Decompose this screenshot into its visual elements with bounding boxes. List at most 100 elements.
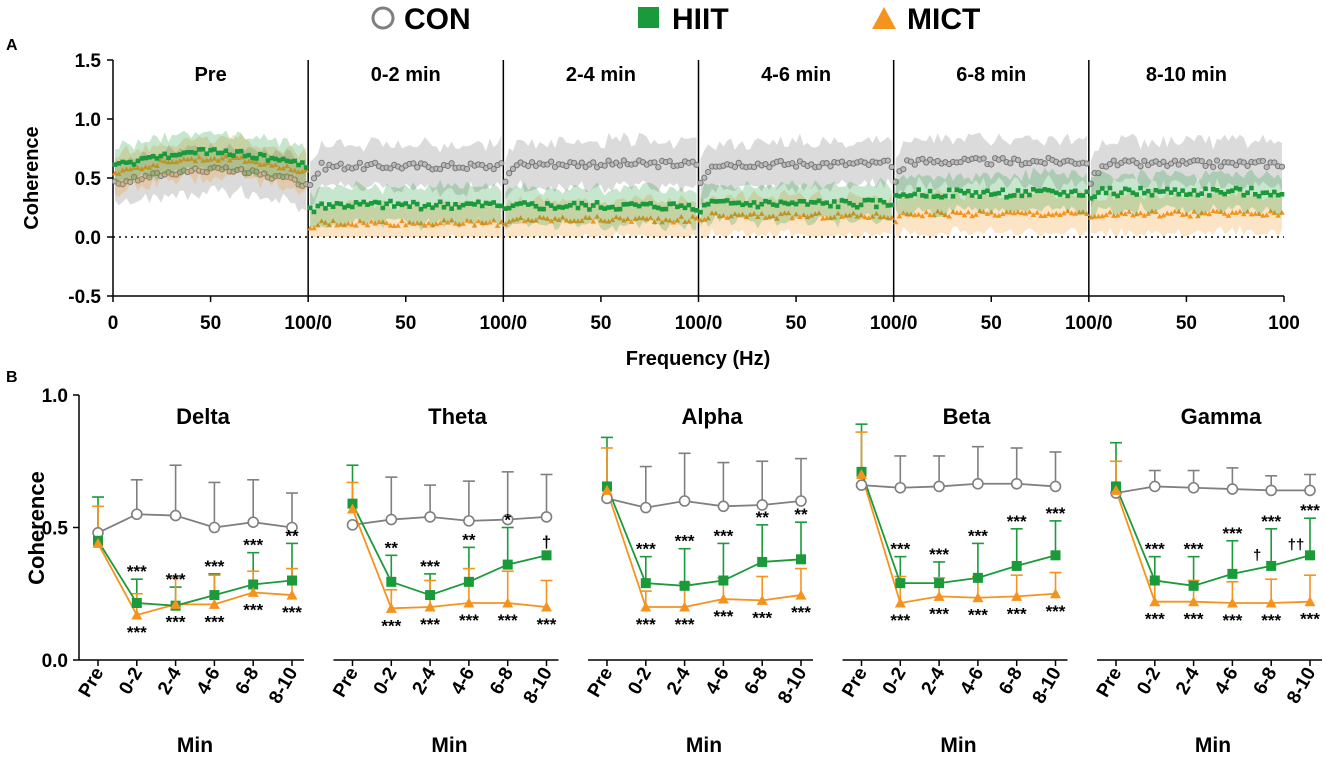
panel-a-point-mict: [1091, 213, 1098, 219]
point-con: [1010, 477, 1023, 490]
panel-a-point-con: [1133, 159, 1140, 167]
panel-a-point-mict: [1064, 208, 1071, 214]
significance-below: ***: [968, 606, 988, 625]
panel-a-point-mict: [582, 214, 589, 220]
point-mict: [1110, 484, 1122, 495]
panel-a-point-hiit: [472, 202, 477, 207]
panel-a-point-hiit: [1042, 187, 1048, 192]
panel-a-point-hiit: [143, 155, 148, 161]
panel-a-point-hiit: [747, 202, 753, 208]
panel-a-point-hiit: [124, 160, 129, 165]
point-hiit: [1050, 550, 1061, 561]
panel-a-point-mict: [487, 219, 493, 225]
subplot-xtick-label: 2-4: [154, 664, 186, 699]
panel-a-point-hiit: [893, 192, 898, 198]
panel-a-point-mict: [246, 158, 252, 164]
panel-a-point-hiit: [1004, 194, 1009, 200]
panel-a-point-hiit: [939, 194, 944, 200]
panel-a-point-mict: [1084, 211, 1090, 217]
subplot-xtick-label: 0-2: [624, 664, 656, 698]
panel-a-point-hiit: [981, 189, 986, 195]
panel-a-point-hiit: [740, 202, 745, 208]
panel-a-point-mict: [881, 214, 887, 220]
panel-a-point-hiit: [231, 153, 236, 158]
panel-a-point-hiit: [1161, 189, 1166, 194]
panel-a-point-mict: [1045, 211, 1052, 217]
panel-a-point-mict: [869, 213, 876, 219]
panel-a-point-hiit: [920, 193, 925, 198]
panel-a-point-mict: [915, 211, 922, 217]
panel-a-point-hiit: [966, 188, 971, 194]
panel-a-point-mict: [1229, 209, 1236, 215]
panel-a-xtick-label: 100/0: [870, 313, 918, 334]
panel-a-point-hiit: [127, 159, 133, 165]
significance-below: ***: [636, 615, 656, 634]
panel-a-point-hiit: [610, 204, 615, 210]
panel-a-point-hiit: [476, 199, 481, 205]
subplot-xtick-label: 6-8: [995, 664, 1027, 698]
panel-a-point-hiit: [1107, 185, 1113, 191]
panel-a-point-hiit: [709, 198, 715, 204]
subplot-title: Delta: [176, 404, 231, 429]
panel-a-point-mict: [467, 218, 474, 224]
panel-a-point-mict: [315, 222, 321, 228]
panel-a-point-mict: [816, 210, 822, 216]
panel-a-point-mict: [655, 215, 662, 221]
panel-a-point-hiit: [1053, 190, 1059, 196]
panel-a-point-mict: [1267, 208, 1274, 214]
significance-below: ***: [890, 611, 910, 630]
panel-a-point-mict: [234, 155, 241, 161]
point-con: [1265, 484, 1277, 497]
panel-a-point-mict: [188, 155, 195, 161]
panel-a-point-hiit: [659, 206, 665, 212]
panel-a-point-hiit: [1149, 192, 1155, 198]
panel-a-point-mict: [774, 215, 780, 221]
panel-a-point-con: [1160, 158, 1167, 165]
panel-a-point-mict: [280, 165, 287, 171]
panel-a-point-hiit: [395, 201, 401, 207]
panel-a-point-hiit: [1065, 193, 1071, 199]
panel-a-point-hiit: [1076, 193, 1082, 198]
point-hiit: [796, 554, 806, 565]
point-mict: [347, 503, 358, 514]
panel-a-point-mict: [842, 212, 849, 218]
panel-a-point-hiit: [1195, 192, 1201, 198]
subplot-xtick-label: 2-4: [409, 664, 441, 699]
panel-a-point-mict: [1191, 208, 1197, 214]
panel-a-point-mict: [1164, 210, 1171, 216]
panel-a-point-mict: [1160, 212, 1167, 218]
panel-a-point-hiit: [460, 202, 466, 208]
panel-a-point-hiit: [388, 198, 393, 204]
panel-a-point-hiit: [200, 146, 206, 152]
panel-a-point-mict: [349, 221, 356, 227]
panel-a-point-hiit: [1264, 190, 1270, 195]
panel-a-point-mict: [502, 221, 509, 227]
panel-a-point-hiit: [931, 194, 937, 200]
panel-a-point-hiit: [640, 201, 646, 207]
panel-a-point-hiit: [1061, 189, 1067, 195]
panel-a-point-mict: [383, 220, 390, 226]
panel-a-point-hiit: [870, 197, 875, 203]
panel-a-point-mict: [743, 214, 750, 220]
panel-a-point-hiit: [525, 202, 531, 207]
panel-a-point-mict: [1240, 211, 1247, 217]
panel-a-point-hiit: [958, 188, 963, 194]
panel-a: 1.5 1.0 0.5 0.0 -0.5 0 50 100/0 50 100/0 50 100/0 50…: [68, 51, 1300, 334]
panel-a-point-mict: [1279, 209, 1285, 215]
panel-a-point-mict: [858, 212, 864, 218]
panel-a-point-mict: [341, 222, 348, 228]
panel-a-point-mict: [996, 212, 1002, 218]
panel-a-point-hiit: [943, 193, 948, 199]
panel-a-point-mict: [357, 218, 363, 224]
panel-a-point-mict: [755, 214, 761, 220]
point-con: [501, 513, 514, 526]
point-mict: [679, 601, 691, 612]
significance-above: ***: [1007, 512, 1027, 531]
panel-a-point-hiit: [422, 203, 428, 209]
panel-a-band-con: [1090, 133, 1282, 207]
point-con: [540, 511, 553, 523]
panel-a-point-mict: [1206, 211, 1213, 217]
panel-a-point-mict: [1022, 210, 1029, 216]
panel-a-point-hiit: [292, 158, 297, 164]
